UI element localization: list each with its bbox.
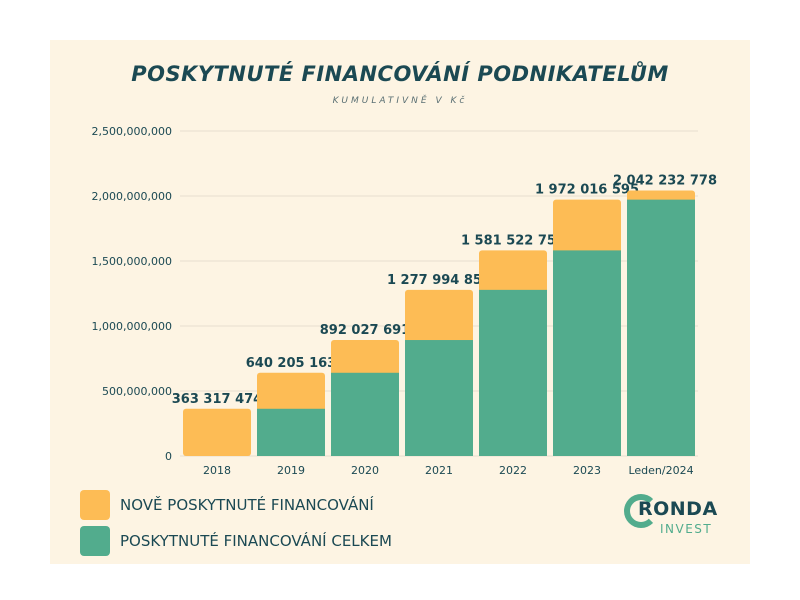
bar-total-financing [479,289,547,456]
legend-item-total: POSKYTNUTÉ FINANCOVÁNÍ CELKEM [80,526,392,556]
data-label-total: 640 205 163 [246,356,336,371]
bar-new-financing [183,408,251,456]
data-label-total: 892 027 691 [320,323,410,338]
chart-title: POSKYTNUTÉ FINANCOVÁNÍ PODNIKATELŮM [131,62,669,86]
bar-total-financing [331,372,399,456]
y-tick-label: 2,000,000,000 [92,190,172,203]
legend-swatch-total [80,526,110,556]
logo-ring-icon [624,494,658,528]
chart-subtitle: KUMULATIVNĚ V Kč [332,96,468,106]
y-tick-label: 1,000,000,000 [92,320,172,333]
legend-label-new: NOVĚ POSKYTNUTÉ FINANCOVÁNÍ [120,496,374,514]
logo-word: RONDA [638,498,718,520]
data-label-total: 1 277 994 851 [387,273,491,288]
y-tick-label: 500,000,000 [102,385,172,398]
bar-total-financing [405,340,473,456]
legend-label-total: POSKYTNUTÉ FINANCOVÁNÍ CELKEM [120,532,392,550]
logo-sub: INVEST [660,522,713,536]
x-tick-label: 2022 [499,464,527,477]
y-tick-label: 0 [165,450,172,463]
x-tick-label: 2018 [203,464,231,477]
x-tick-label: 2020 [351,464,379,477]
ronda-invest-logo: RONDA INVEST [624,490,734,540]
x-tick-label: 2021 [425,464,453,477]
bar-total-financing [553,250,621,456]
x-tick-label: 2019 [277,464,305,477]
y-tick-label: 1,500,000,000 [92,255,172,268]
x-tick-label: Leden/2024 [628,464,693,477]
legend-swatch-new [80,490,110,520]
x-tick-label: 2023 [573,464,601,477]
data-label-total: 1 581 522 751 [461,233,565,248]
y-tick-label: 2,500,000,000 [92,125,172,138]
bar-total-financing [627,199,695,456]
bar-total-financing [257,408,325,456]
data-label-total: 2 042 232 778 [613,174,717,189]
legend-item-new: NOVĚ POSKYTNUTÉ FINANCOVÁNÍ [80,490,374,520]
data-label-total: 1 972 016 595 [535,183,639,198]
data-label-total: 363 317 474 [172,392,262,407]
